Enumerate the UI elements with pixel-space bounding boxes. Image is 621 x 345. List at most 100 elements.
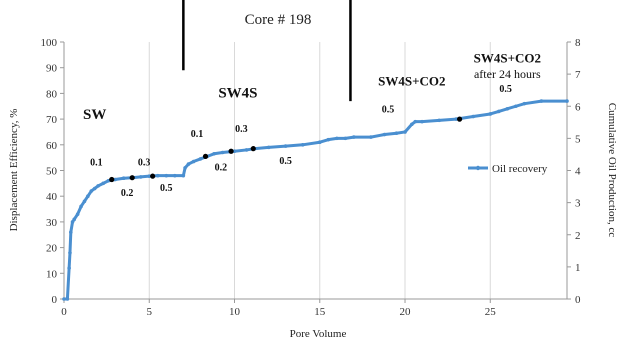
- axes: [60, 41, 571, 303]
- series-point-0-52: [471, 114, 476, 119]
- series-point-0-11: [89, 189, 94, 193]
- series-point-0-32: [232, 149, 237, 154]
- phase-dividers: [182, 0, 352, 102]
- y-tick-label-4: 40: [46, 191, 58, 203]
- gridlines: [148, 42, 491, 299]
- y2-tick-label-8: 8: [575, 37, 581, 49]
- legend-marker: [475, 165, 481, 171]
- marked-point-2: [150, 173, 156, 179]
- series-point-0-49: [420, 119, 424, 124]
- phase-label-3: SW4S+CO2: [474, 51, 541, 66]
- series-point-0-17: [121, 176, 126, 181]
- y-tick-label-3: 30: [46, 217, 58, 229]
- marked-point-6: [456, 116, 463, 122]
- series-point-0-47: [410, 122, 414, 127]
- annotation-0: 0.1: [90, 157, 103, 168]
- marked-point-3: [202, 153, 209, 159]
- series-point-0-57: [522, 101, 527, 106]
- annotation-3: 0.5: [160, 183, 173, 194]
- series-point-0-30: [212, 151, 216, 156]
- legend-label: Oil recovery: [492, 163, 548, 175]
- phase-label-2: SW4S+CO2: [378, 74, 445, 89]
- x-tick-label-5: 25: [485, 306, 497, 318]
- series-point-0-46: [403, 130, 407, 134]
- series-point-0-5: [70, 220, 75, 224]
- annotation-4: 0.1: [191, 129, 204, 140]
- series-point-0-45: [394, 131, 399, 136]
- phase-label-0: SW: [83, 107, 106, 123]
- series-point-0-19: [138, 175, 143, 179]
- series-point-0-50: [437, 118, 441, 123]
- y2-tick-labels: 0 1 2 3 4 5 6 7 8: [575, 37, 581, 306]
- y2-tick-label-6: 6: [575, 101, 581, 113]
- series-point-0-51: [454, 117, 458, 121]
- series-point-0-3: [68, 250, 72, 255]
- series-point-0-36: [283, 144, 288, 148]
- y-tick-label-2: 20: [46, 243, 58, 255]
- y2-tick-label-0: 0: [575, 294, 581, 306]
- y2-tick-label-3: 3: [575, 198, 581, 210]
- series-point-0-26: [186, 162, 191, 166]
- series-point-0-1: [65, 297, 70, 301]
- annotation-2: 0.3: [138, 157, 151, 168]
- series-point-0-13: [96, 184, 100, 188]
- phase-label-4: after 24 hours: [474, 67, 541, 81]
- x-tick-label-1: 5: [147, 306, 153, 318]
- y2-tick-label-1: 1: [575, 262, 581, 274]
- series-point-0-42: [352, 135, 356, 139]
- series-layer: [62, 99, 569, 301]
- y-tick-label-0: 0: [52, 294, 58, 306]
- y-axis-label: Displacement Efficiency, %: [8, 109, 20, 232]
- y-tick-label-10: 100: [41, 37, 58, 49]
- series-point-0-33: [244, 148, 249, 152]
- annotation-9: 0.5: [499, 84, 512, 95]
- annotation-1: 0.2: [121, 188, 134, 199]
- annotation-7: 0.5: [279, 156, 292, 167]
- series-point-0-8: [79, 204, 83, 209]
- y2-tick-label-7: 7: [575, 69, 581, 81]
- y-tick-labels: 0 10 20 30 40 50 60 70 80 90 100: [41, 37, 58, 306]
- series-point-0-27: [191, 159, 196, 164]
- series-point-0-59: [565, 99, 569, 103]
- series-point-0-43: [369, 135, 373, 139]
- series-point-0-22: [164, 173, 169, 178]
- series-point-0-24: [181, 173, 186, 178]
- x-tick-label-4: 20: [400, 306, 412, 318]
- x-tick-label-3: 15: [314, 306, 326, 318]
- series-point-0-14: [101, 181, 106, 186]
- series-point-0-54: [496, 109, 501, 114]
- series-point-0-40: [335, 136, 339, 141]
- series-point-0-39: [326, 137, 331, 142]
- series-point-0-31: [220, 150, 225, 155]
- x-tick-label-0: 0: [61, 306, 67, 318]
- series-point-0-0: [62, 297, 66, 301]
- series-point-0-21: [155, 173, 160, 178]
- y-tick-label-7: 70: [46, 114, 58, 126]
- series-point-0-53: [488, 112, 493, 116]
- series-point-0-48: [413, 119, 418, 124]
- series-point-0-6: [72, 217, 77, 222]
- marked-point-0: [109, 176, 115, 183]
- series-point-0-7: [75, 212, 80, 216]
- y2-tick-label-4: 4: [575, 166, 581, 178]
- series-point-0-35: [266, 145, 271, 150]
- series-point-0-20: [147, 174, 152, 178]
- y-tick-label-6: 60: [46, 140, 58, 152]
- x-tick-label-2: 10: [229, 306, 241, 318]
- series-line-0: [64, 99, 567, 301]
- series-point-0-9: [82, 199, 87, 204]
- series-point-0-12: [92, 186, 97, 191]
- annotation-8: 0.5: [382, 105, 395, 116]
- annotations: 0.1 0.2 0.3 0.5 0.1 0.2 0.3 0.5 0.5 0.5: [90, 84, 512, 199]
- series-point-0-56: [514, 104, 518, 109]
- x-tick-labels: 0 5 10 15 20 25: [61, 306, 496, 318]
- series-point-0-10: [86, 194, 90, 198]
- series-point-0-25: [183, 166, 187, 170]
- series-point-0-23: [173, 173, 177, 178]
- phase-label-1: SW4S: [218, 85, 257, 101]
- y2-tick-label-5: 5: [575, 133, 581, 145]
- chart-title: Core # 198: [245, 12, 312, 28]
- legend: Oil recovery: [468, 163, 548, 175]
